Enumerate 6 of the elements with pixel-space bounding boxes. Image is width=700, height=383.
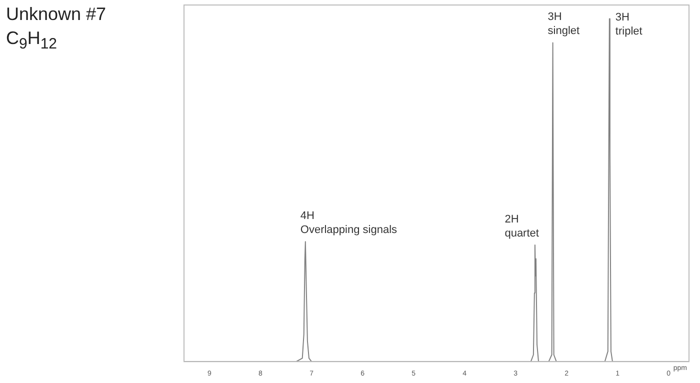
annotation: 3H triplet xyxy=(615,12,642,38)
annotation: 4H Overlapping signals xyxy=(300,210,398,236)
annotation: 2H quartet xyxy=(504,214,539,240)
chart-title: Unknown #7 xyxy=(6,3,106,26)
annotation: 3H singlet xyxy=(548,11,580,38)
text: C$_{9}$H$_{12}$ xyxy=(6,27,58,55)
